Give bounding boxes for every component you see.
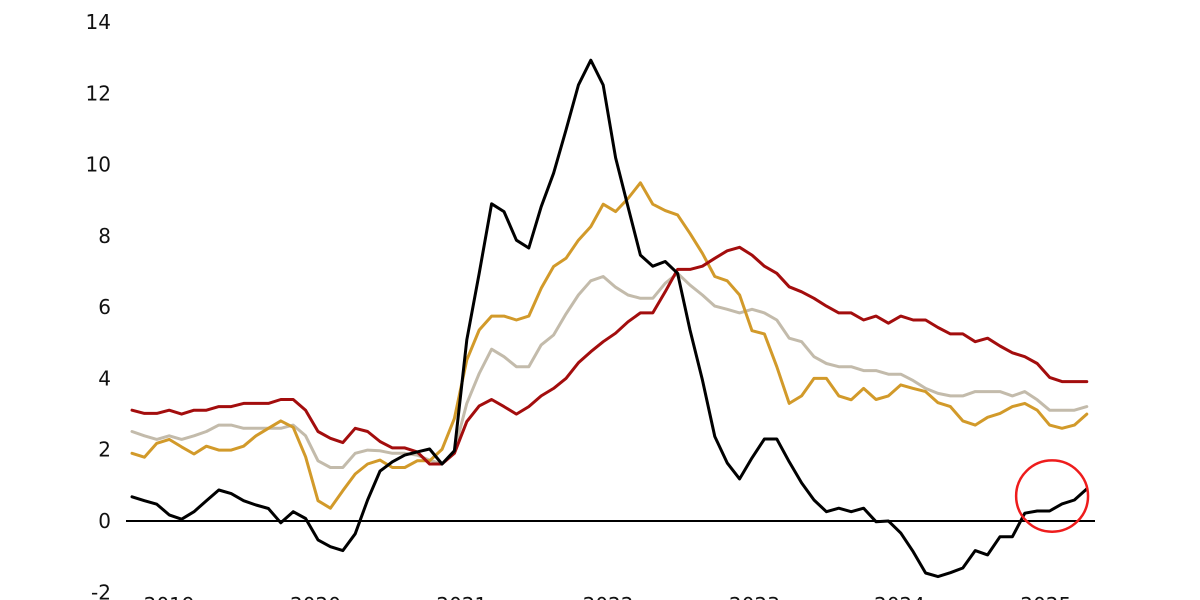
highlight-circle (1014, 459, 1090, 533)
x-tick-label: 2021 (436, 593, 487, 600)
series-line-gray (130, 271, 1089, 469)
series-line-gold (130, 181, 1089, 510)
x-tick-label: 2023 (729, 593, 780, 600)
y-tick-label: 8 (98, 224, 111, 248)
y-tick-label: 14 (86, 10, 111, 34)
y-tick-label: 10 (86, 153, 111, 177)
x-tick-label: 2020 (290, 593, 341, 600)
y-axis: 14 12 10 8 6 4 2 0 -2 (86, 10, 111, 600)
x-tick-label: 2025 (1020, 593, 1071, 600)
x-axis: 2019 2020 2021 2022 2023 2024 2025 (144, 593, 1072, 600)
y-tick-label: 4 (98, 366, 111, 390)
series-layer (130, 58, 1089, 579)
x-tick-label: 2019 (144, 593, 195, 600)
y-tick-label: 12 (86, 81, 111, 105)
y-tick-label: 6 (98, 295, 111, 319)
x-tick-label: 2024 (874, 593, 925, 600)
series-gold (130, 181, 1089, 510)
series-gray (130, 271, 1089, 469)
y-tick-label: 2 (98, 438, 111, 462)
x-tick-label: 2022 (583, 593, 634, 600)
y-tick-label: 0 (98, 509, 111, 533)
annotation-layer (1014, 459, 1090, 533)
series-red (130, 245, 1089, 466)
series-black (130, 58, 1089, 579)
series-line-black (130, 58, 1089, 579)
y-tick-label: -2 (91, 580, 111, 600)
series-line-red (130, 245, 1089, 466)
